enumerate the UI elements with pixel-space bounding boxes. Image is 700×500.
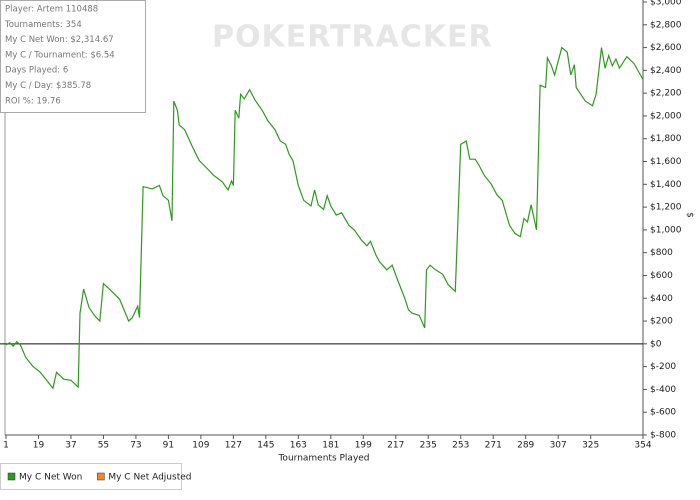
y-tick-label: $1,200 xyxy=(650,203,682,213)
y-tick-label: $2,600 xyxy=(650,43,682,53)
x-tick-label: 1 xyxy=(3,441,9,451)
x-tick-label: 307 xyxy=(550,441,567,451)
y-tick-label: $1,800 xyxy=(650,134,682,144)
y-tick-label: $2,200 xyxy=(650,89,682,99)
x-tick-label: 109 xyxy=(192,441,209,451)
legend-label: My C Net Won xyxy=(19,473,82,483)
y-tick-label: $2,000 xyxy=(650,111,682,121)
x-tick-label: 145 xyxy=(257,441,274,451)
y-tick-label: $200 xyxy=(650,317,673,327)
y-tick-label: $1,400 xyxy=(650,180,682,190)
legend-label: My C Net Adjusted xyxy=(108,473,191,483)
x-tick-label: 325 xyxy=(582,441,599,451)
x-tick-label: 253 xyxy=(452,441,469,451)
y-tick-label: $800 xyxy=(650,248,673,258)
x-tick-label: 235 xyxy=(420,441,437,451)
stat-line: Days Played: 6 xyxy=(5,66,68,76)
x-tick-label: 127 xyxy=(225,441,242,451)
x-tick-label: 19 xyxy=(33,441,45,451)
y-axis-title: $ xyxy=(685,212,695,218)
legend xyxy=(0,463,182,490)
x-tick-label: 73 xyxy=(130,441,141,451)
y-tick-label: $-200 xyxy=(650,362,676,372)
series-line xyxy=(5,46,644,390)
stat-line: My C Net Won: $2,314.67 xyxy=(5,35,114,45)
stat-line: ROI %: 19.76 xyxy=(5,96,61,106)
x-tick-label: 181 xyxy=(322,441,339,451)
x-tick-label: 354 xyxy=(634,441,651,451)
y-tick-label: $1,000 xyxy=(650,225,682,235)
y-tick-label: $0 xyxy=(650,339,662,349)
y-tick-label: $-600 xyxy=(650,408,676,418)
stats-box xyxy=(0,0,146,113)
x-tick-label: 55 xyxy=(98,441,109,451)
x-tick-label: 271 xyxy=(485,441,502,451)
y-tick-label: $1,600 xyxy=(650,157,682,167)
y-tick-label: $3,000 xyxy=(650,0,682,8)
y-tick-label: $-800 xyxy=(650,431,676,441)
x-tick-label: 163 xyxy=(290,441,307,451)
x-tick-label: 37 xyxy=(65,441,76,451)
y-tick-label: $2,400 xyxy=(650,66,682,76)
stat-line: Tournaments: 354 xyxy=(4,20,82,30)
stat-line: My C / Tournament: $6.54 xyxy=(5,50,115,60)
x-tick-label: 289 xyxy=(517,441,534,451)
x-axis-title: Tournaments Played xyxy=(277,454,369,464)
stat-line: My C / Day: $385.78 xyxy=(5,81,91,91)
legend-swatch xyxy=(97,472,105,481)
y-tick-label: $600 xyxy=(650,271,673,281)
y-tick-label: $400 xyxy=(650,294,673,304)
watermark: POKERTRACKER xyxy=(212,20,493,55)
y-tick-label: $2,800 xyxy=(650,20,682,30)
y-tick-label: $-400 xyxy=(650,385,676,395)
x-tick-label: 217 xyxy=(387,441,404,451)
x-tick-label: 91 xyxy=(163,441,174,451)
legend-swatch xyxy=(7,472,16,481)
x-tick-label: 199 xyxy=(355,441,372,451)
stat-line: Player: Artem 110488 xyxy=(5,5,98,15)
